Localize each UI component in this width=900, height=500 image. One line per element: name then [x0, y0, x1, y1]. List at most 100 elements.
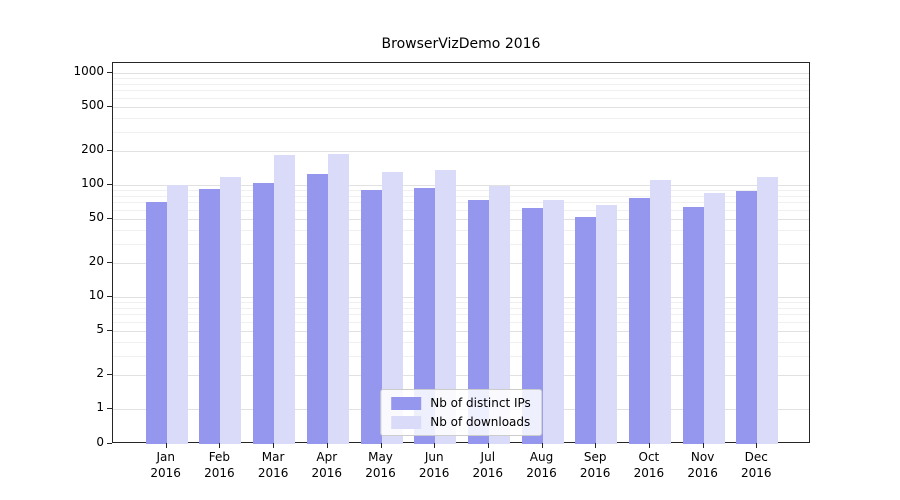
- bar-downloads: [327, 153, 349, 444]
- bar-distinct-ips: [467, 199, 489, 444]
- x-tick-month: Feb: [208, 450, 231, 464]
- x-tick-label: Oct 2016: [620, 449, 678, 481]
- x-tick-mark: [165, 443, 167, 448]
- minor-gridline: [113, 83, 809, 85]
- x-tick-label: Nov 2016: [674, 449, 732, 481]
- x-tick-year: 2016: [579, 466, 611, 480]
- minor-gridline: [113, 202, 809, 204]
- bar-downloads: [381, 172, 403, 444]
- minor-gridline: [113, 341, 809, 343]
- y-tick-mark: [107, 262, 112, 264]
- x-tick-mark: [541, 443, 543, 448]
- x-tick-year: 2016: [150, 466, 181, 480]
- y-tick-label: 100: [81, 176, 104, 190]
- x-tick-year: 2016: [257, 466, 289, 480]
- bar-distinct-ips: [575, 216, 597, 444]
- y-tick-label: 1: [96, 400, 104, 414]
- x-tick-mark: [595, 443, 597, 448]
- x-tick-year: 2016: [687, 466, 718, 480]
- legend-swatch-distinct-ips: [391, 396, 422, 410]
- minor-gridline: [113, 229, 809, 231]
- x-tick-label: Mar 2016: [244, 449, 302, 481]
- y-tick-label: 500: [81, 97, 104, 112]
- bar-downloads: [757, 176, 779, 444]
- x-tick-month: May: [368, 450, 393, 464]
- minor-gridline: [113, 243, 809, 245]
- y-tick-label: 5: [96, 321, 104, 336]
- x-tick-month: Apr: [316, 450, 338, 464]
- x-tick-mark: [648, 443, 650, 448]
- bar-downloads: [703, 192, 725, 444]
- major-gridline: [113, 185, 809, 186]
- y-tick-mark: [107, 184, 112, 185]
- major-gridline: [113, 375, 809, 377]
- bar-downloads: [649, 180, 671, 444]
- x-tick-label: Sep 2016: [566, 449, 624, 481]
- x-tick-year: 2016: [418, 466, 450, 480]
- legend-label-distinct-ips: Nb of distinct IPs: [430, 396, 531, 410]
- x-tick-label: Dec 2016: [727, 449, 785, 481]
- minor-gridline: [113, 131, 809, 133]
- major-gridline: [113, 218, 809, 220]
- x-tick-month: Jan: [156, 450, 175, 464]
- x-tick-month: Oct: [638, 450, 660, 464]
- bar-distinct-ips: [682, 206, 704, 444]
- y-tick-mark: [107, 374, 112, 376]
- minor-gridline: [113, 190, 809, 192]
- bar-downloads: [488, 186, 510, 444]
- x-tick-year: 2016: [472, 466, 504, 480]
- x-tick-month: Aug: [529, 450, 554, 464]
- x-tick-month: Mar: [261, 450, 285, 464]
- plot-area: Nb of distinct IPs Nb of downloads: [112, 62, 810, 444]
- x-tick-month: Jul: [480, 450, 496, 464]
- legend: Nb of distinct IPs Nb of downloads: [380, 389, 542, 436]
- x-tick-year: 2016: [633, 466, 665, 480]
- legend-item-distinct-ips: Nb of distinct IPs: [391, 396, 531, 410]
- x-tick-mark: [487, 443, 489, 448]
- x-tick-mark: [273, 443, 275, 448]
- bar-distinct-ips: [414, 187, 436, 444]
- y-tick-label: 0: [96, 435, 104, 449]
- minor-gridline: [113, 355, 809, 357]
- x-tick-month: Nov: [690, 450, 715, 464]
- minor-gridline: [113, 302, 809, 304]
- y-tick-mark: [107, 296, 112, 297]
- minor-gridline: [113, 314, 809, 316]
- major-gridline: [113, 151, 809, 153]
- x-tick-label: Jun 2016: [405, 449, 463, 481]
- x-tick-mark: [434, 443, 436, 448]
- legend-item-downloads: Nb of downloads: [391, 415, 531, 429]
- bar-distinct-ips: [306, 174, 328, 444]
- minor-gridline: [113, 97, 809, 99]
- minor-gridline: [113, 117, 809, 119]
- y-tick-mark: [107, 408, 112, 409]
- major-gridline: [113, 297, 809, 298]
- bar-distinct-ips: [253, 182, 275, 444]
- y-tick-label: 200: [81, 142, 104, 157]
- major-gridline: [113, 330, 809, 332]
- y-tick-label: 50: [88, 209, 104, 224]
- x-tick-mark: [219, 443, 221, 448]
- major-gridline: [113, 263, 809, 265]
- bar-distinct-ips: [736, 191, 758, 444]
- y-tick-mark: [107, 105, 112, 107]
- bar-distinct-ips: [360, 190, 382, 444]
- bar-downloads: [596, 205, 618, 444]
- legend-swatch-downloads: [391, 415, 422, 429]
- minor-gridline: [113, 78, 809, 80]
- minor-gridline: [113, 195, 809, 197]
- y-tick-mark: [107, 443, 112, 444]
- bar-downloads: [542, 200, 564, 444]
- bar-distinct-ips: [628, 197, 650, 444]
- x-tick-month: Dec: [744, 450, 768, 464]
- x-tick-label: May 2016: [352, 449, 410, 481]
- x-tick-year: 2016: [526, 466, 557, 480]
- y-tick-mark: [107, 72, 112, 73]
- bar-distinct-ips: [199, 189, 221, 444]
- minor-gridline: [113, 307, 809, 309]
- y-tick-label: 2: [96, 366, 104, 381]
- x-tick-year: 2016: [204, 466, 235, 480]
- x-tick-label: Aug 2016: [513, 449, 571, 481]
- x-tick-label: Jul 2016: [459, 449, 517, 481]
- x-tick-label: Feb 2016: [190, 449, 248, 481]
